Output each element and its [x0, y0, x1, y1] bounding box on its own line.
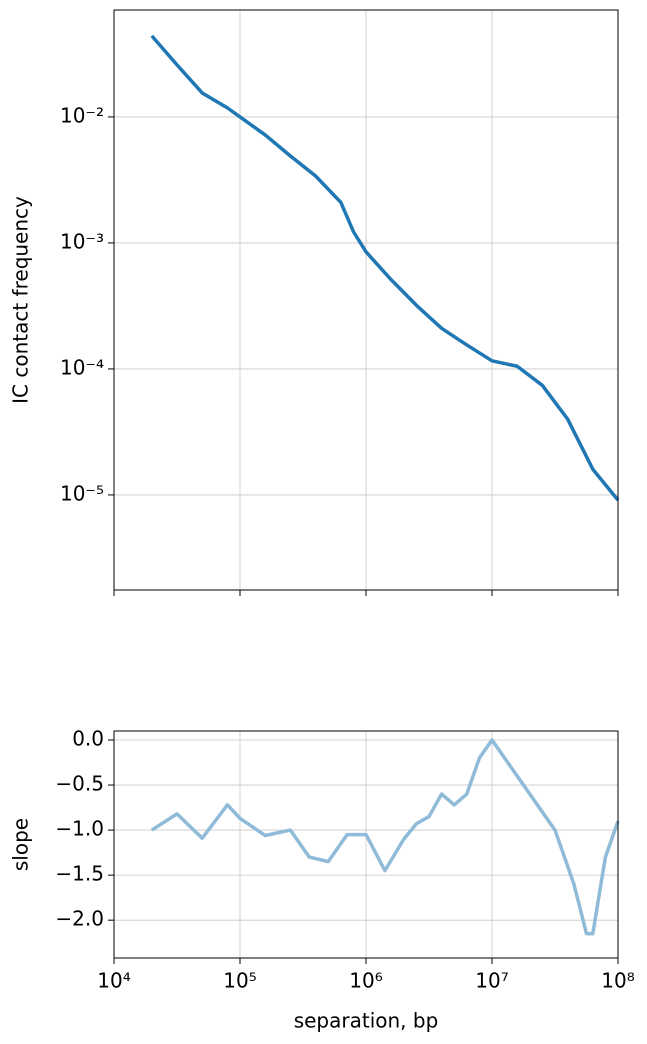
- x-tick-label: 10⁵: [223, 969, 256, 993]
- x-axis-label: separation, bp: [294, 1009, 439, 1033]
- y-tick-label: −0.5: [55, 772, 104, 796]
- data-line: [150, 738, 620, 936]
- y-tick-label: 0.0: [72, 727, 104, 751]
- x-tick-label: 10⁸: [601, 969, 634, 993]
- y-tick-label: −1.5: [55, 862, 104, 886]
- y-tick-label: −1.0: [55, 817, 104, 841]
- axes-frame: [113, 9, 619, 591]
- x-tick-label: 10⁶: [349, 969, 382, 993]
- y-tick-label: 10⁻³: [60, 229, 104, 253]
- x-tick-label: 10⁷: [475, 969, 508, 993]
- x-tick-label: 10⁴: [97, 969, 130, 993]
- y-tick-label: 10⁻⁴: [60, 355, 104, 379]
- axes-frame: [113, 730, 619, 959]
- y-axis-label: slope: [9, 818, 33, 871]
- y-tick-label: 10⁻²: [60, 103, 104, 127]
- y-tick-label: 10⁻⁵: [60, 481, 104, 505]
- y-axis-label: IC contact frequency: [9, 196, 33, 404]
- y-tick-label: −2.0: [55, 907, 104, 931]
- data-line: [150, 34, 620, 502]
